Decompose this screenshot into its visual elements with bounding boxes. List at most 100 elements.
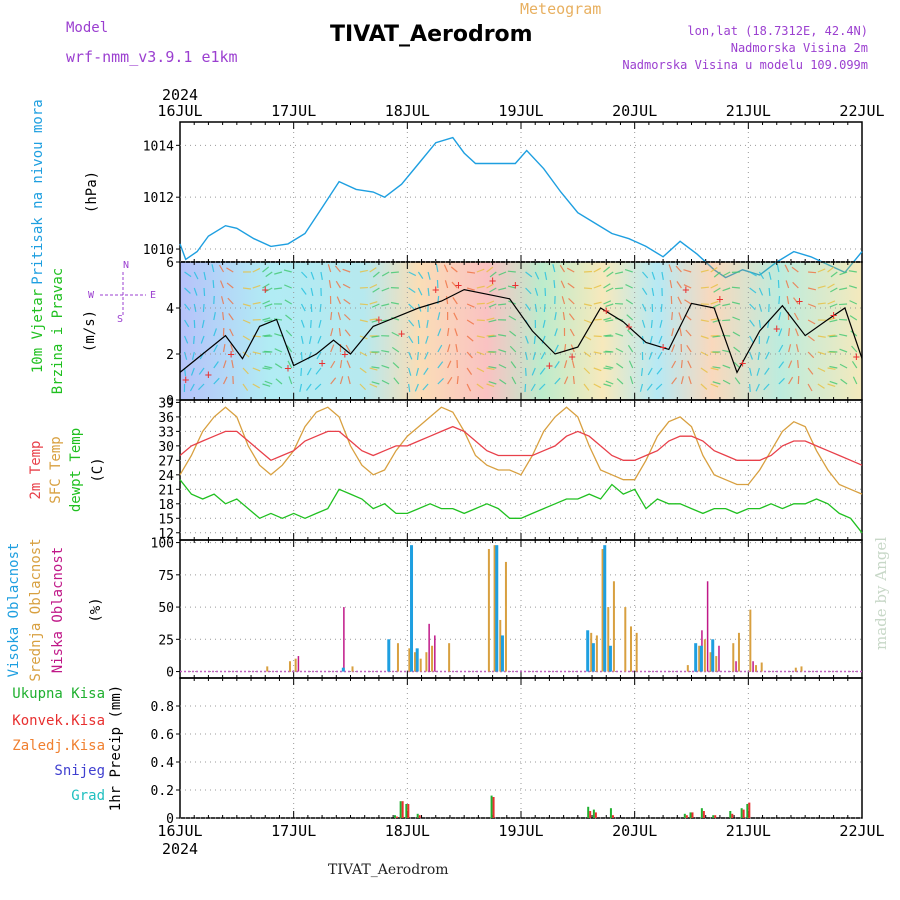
wind-arrow <box>219 280 225 289</box>
wind-arrow <box>768 287 771 297</box>
precip-total-bar <box>729 811 732 818</box>
wind-arrow <box>222 376 228 385</box>
wind-arrow <box>212 279 215 289</box>
wind-arrow <box>817 335 826 338</box>
wind-arrow <box>583 303 592 307</box>
wind-arrow <box>338 327 342 337</box>
wind-arrow <box>437 377 444 385</box>
wind-arrow <box>778 377 785 385</box>
precip-conv-bar <box>589 811 592 818</box>
wind-arrow <box>390 271 399 274</box>
wind-arrow <box>408 319 415 327</box>
precip-conv-bar <box>401 801 404 818</box>
wind-arrow <box>776 264 780 273</box>
wind-arrow <box>640 367 644 377</box>
wind-arrow <box>749 303 756 311</box>
wind-arrow <box>603 266 611 273</box>
wind-arrow <box>768 271 772 280</box>
wind-arrow <box>445 295 449 305</box>
wind-arrow <box>466 335 474 342</box>
wind-arrow <box>616 362 624 369</box>
wind-arrow <box>749 383 751 393</box>
cloud-low-bar <box>428 623 430 672</box>
wind-gust-marker: + <box>205 368 212 382</box>
wind-arrow <box>284 299 293 305</box>
wind-arrow <box>603 300 612 305</box>
footer-title: TIVAT_Aerodrom <box>328 862 449 878</box>
wind-arrow <box>603 317 612 321</box>
cloud-mid-bar <box>629 626 632 672</box>
cloud-mid-bar <box>431 645 434 672</box>
wind-arrow <box>447 327 450 337</box>
wind-arrow <box>650 319 653 329</box>
wind-arrow <box>807 319 816 325</box>
wind-arrow <box>415 367 419 376</box>
wind-arrow <box>700 286 709 289</box>
wind-arrow <box>807 335 815 342</box>
wind-arrow <box>381 379 390 385</box>
wind-arrow <box>817 367 826 372</box>
wind-gust-marker: + <box>398 326 405 340</box>
wind-arrow <box>678 312 683 321</box>
wind-arrow <box>476 383 484 390</box>
wind-arrow <box>827 300 836 305</box>
wind-arrow <box>713 271 721 278</box>
wind-arrow <box>756 367 760 376</box>
wind-arrow <box>593 383 602 389</box>
wind-arrow <box>734 377 741 385</box>
wind-arrow <box>274 271 283 275</box>
wind-arrow <box>252 301 261 305</box>
wind-arrow <box>605 319 614 322</box>
wind-arrow <box>213 361 219 369</box>
precip-ytick-label: 0 <box>166 812 174 827</box>
wind-arrow <box>466 351 473 359</box>
wind-arrow <box>687 360 692 369</box>
wind-arrow <box>381 364 390 369</box>
wind-arrow <box>285 329 293 337</box>
wind-arrow <box>710 317 719 321</box>
wind-arrow <box>499 379 507 385</box>
cloud-mid-bar <box>288 661 291 672</box>
cloud-low-label: Niska Oblacnost <box>50 547 66 673</box>
wind-arrow <box>408 303 415 310</box>
wind-gust-marker: + <box>682 283 689 297</box>
year-top-label: 2024 <box>162 86 198 104</box>
wind-arrow <box>369 367 378 371</box>
wind-arrow <box>242 351 250 358</box>
wind-arrow <box>264 380 273 385</box>
wind-arrow <box>274 333 283 337</box>
precip-conv-bar <box>685 815 688 818</box>
wind-arrow <box>337 312 342 321</box>
wind-arrow <box>749 271 757 277</box>
wind-arrow <box>488 303 497 308</box>
wind-arrow <box>229 328 234 337</box>
time-tick-bottom-label: 21JUL <box>726 822 771 840</box>
precip-panel: 0 0.2 0.4 0.6 0.8 <box>151 677 863 827</box>
cloud-high-bar <box>699 645 703 672</box>
wind-arrow <box>553 279 556 289</box>
precip-total-bar <box>740 808 743 818</box>
wind-arrow <box>539 367 546 375</box>
wind-arrow <box>417 319 421 328</box>
wind-arrow <box>758 271 765 280</box>
wind-arrow <box>552 264 556 273</box>
wind-arrow <box>510 361 517 369</box>
wind-arrow <box>788 376 794 385</box>
wind-arrow <box>593 367 602 372</box>
time-tick-top-label: 19JUL <box>498 102 543 120</box>
wind-arrow <box>583 351 591 358</box>
time-tick-top-label: 22JUL <box>839 102 884 120</box>
wind-arrow <box>758 287 764 296</box>
wind-arrow <box>671 377 678 385</box>
cloud-mid-bar <box>414 652 417 672</box>
wind-arrow <box>712 303 721 308</box>
temperature-ytick-label: 18 <box>158 498 174 513</box>
wind-arrow <box>829 335 838 338</box>
wind-arrow <box>778 328 783 337</box>
wind-arrow <box>525 303 531 311</box>
wind-arrow <box>531 367 536 376</box>
wind-gust-marker: + <box>716 292 723 306</box>
wind-arrow <box>228 313 234 321</box>
wind-arrow <box>683 269 692 273</box>
wind-arrow <box>660 303 663 313</box>
